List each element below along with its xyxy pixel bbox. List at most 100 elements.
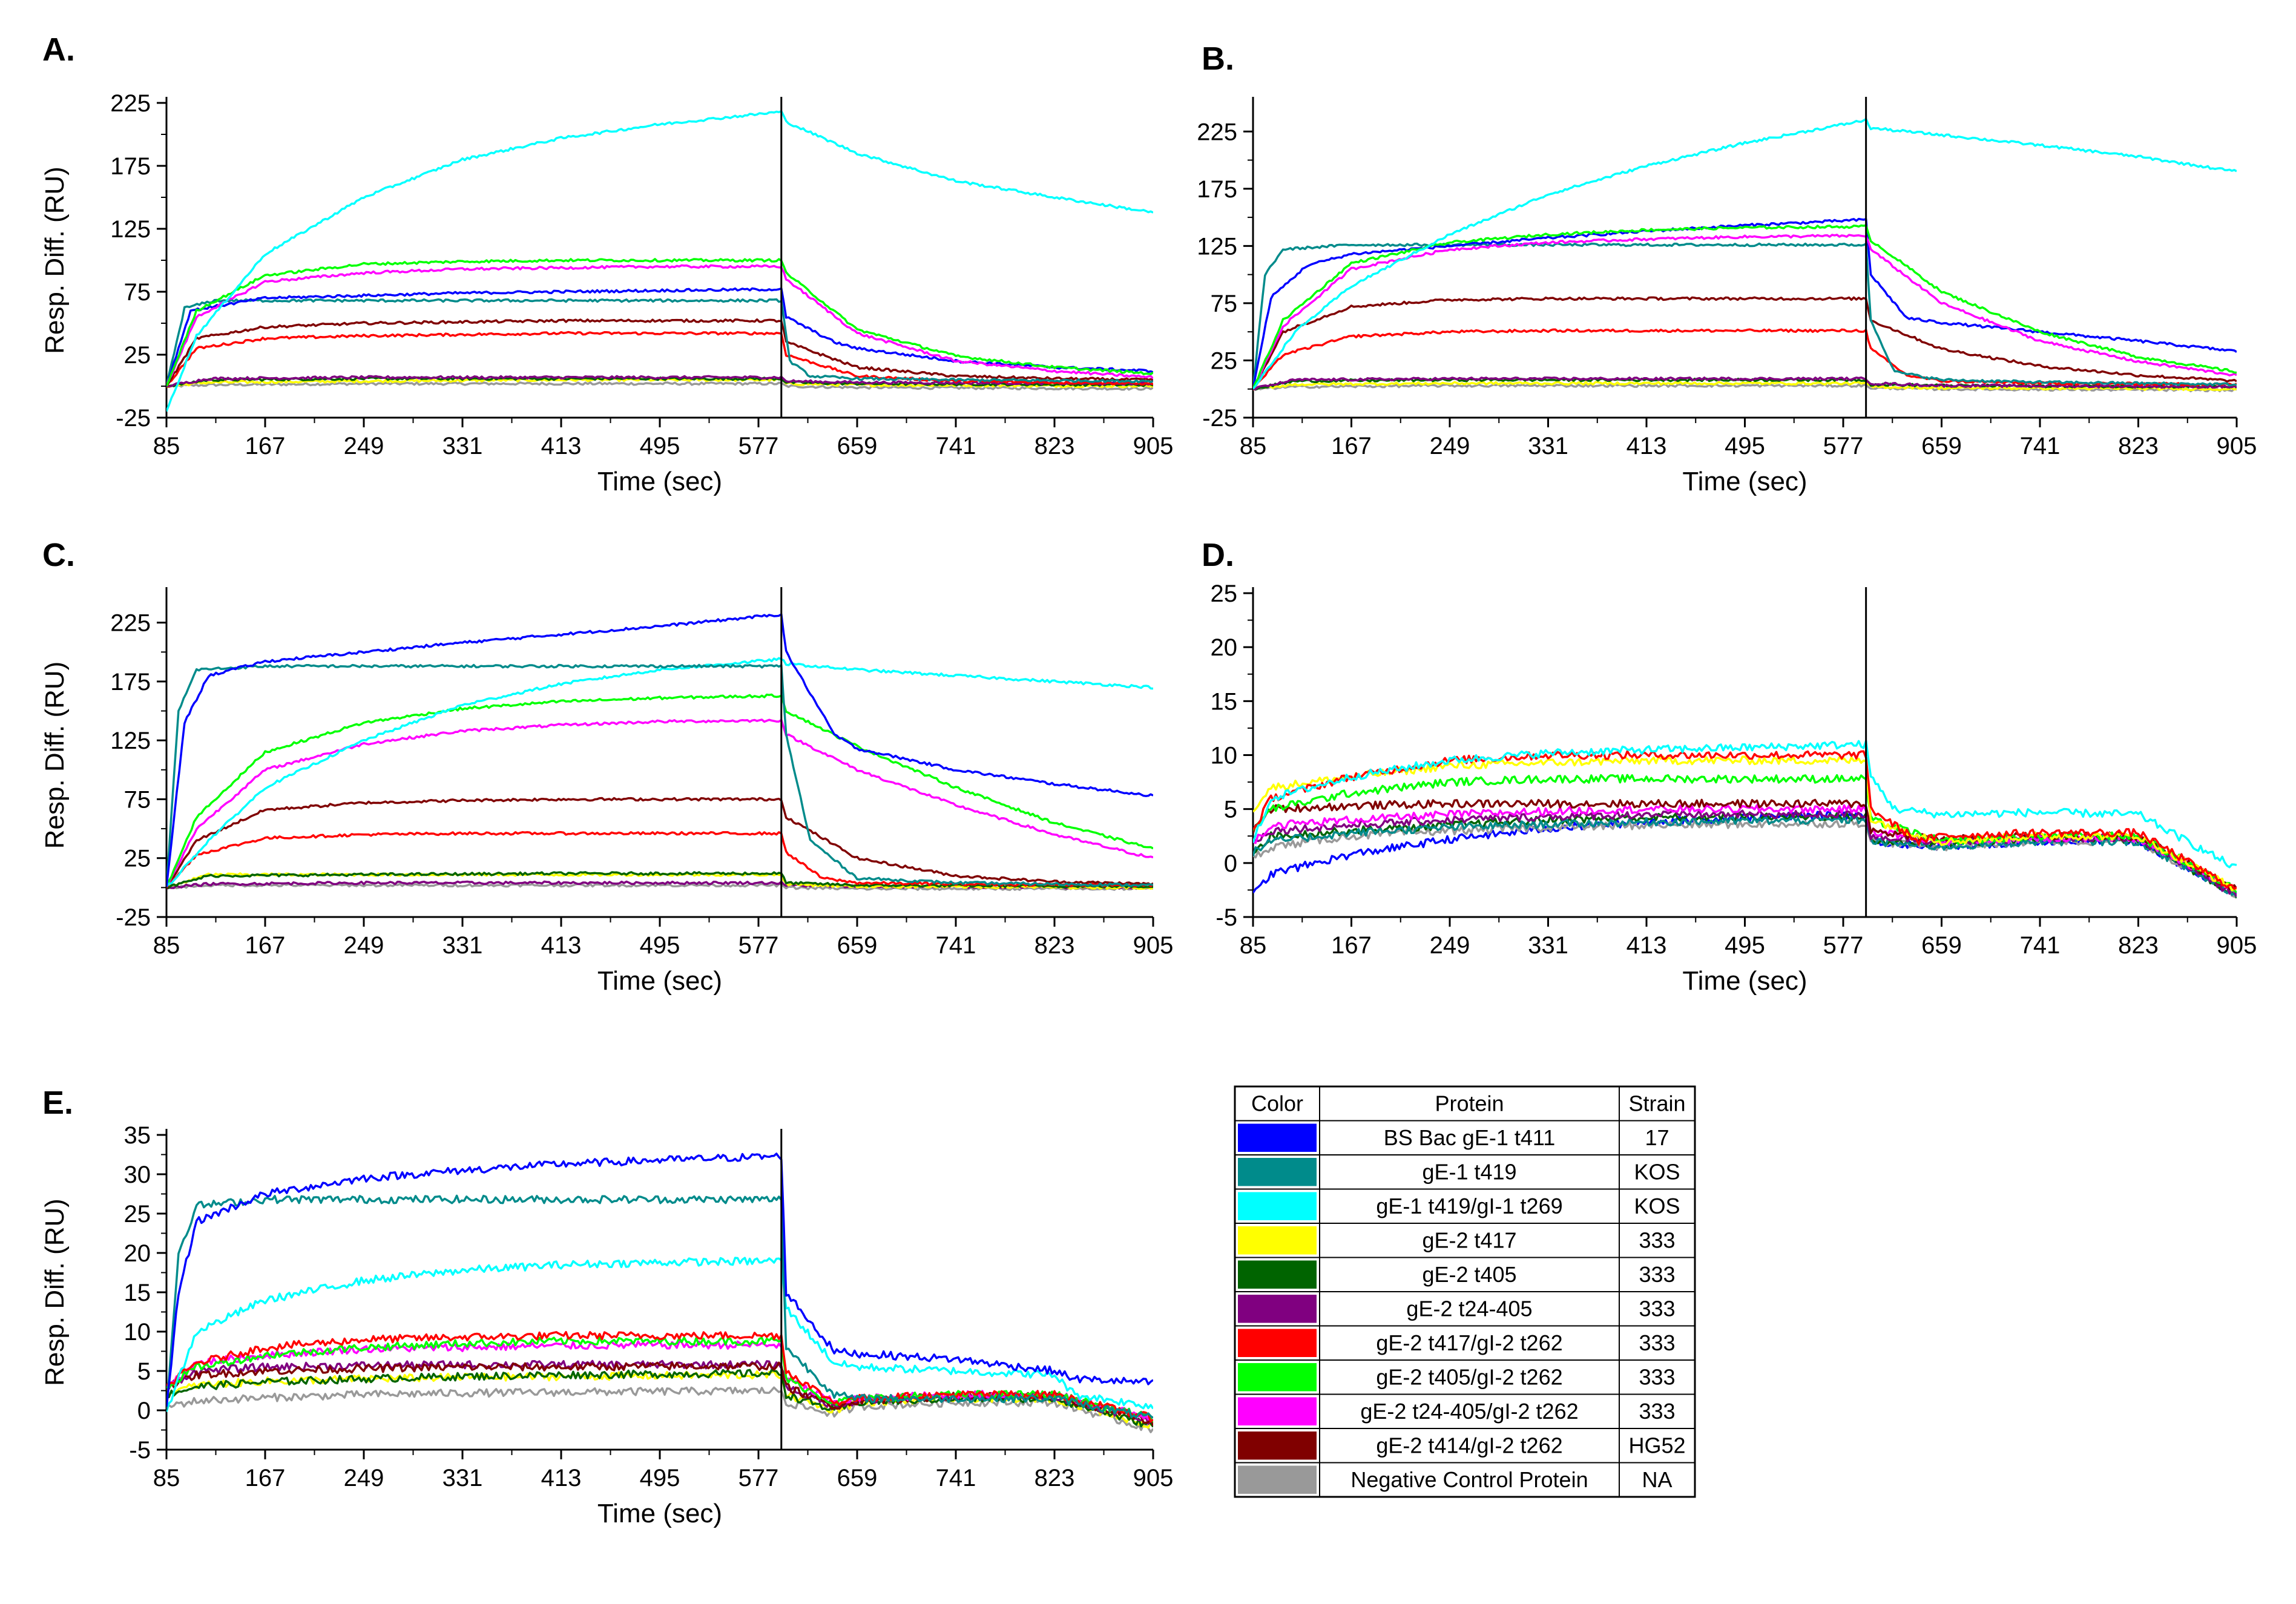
traces bbox=[1253, 740, 2237, 899]
x-tick-label: 577 bbox=[738, 932, 779, 959]
y-tick-label: 30 bbox=[124, 1162, 151, 1188]
y-tick-label: 225 bbox=[1197, 119, 1237, 145]
x-tick-label: 249 bbox=[344, 1465, 384, 1491]
legend-protein: gE-2 t417 bbox=[1422, 1228, 1516, 1253]
x-tick-label: 577 bbox=[1823, 433, 1864, 459]
y-tick-label: -5 bbox=[1215, 904, 1237, 931]
legend-protein: gE-2 t405/gI-2 t262 bbox=[1376, 1365, 1562, 1390]
x-tick-label: 823 bbox=[1035, 433, 1075, 459]
x-tick-label: 823 bbox=[2118, 433, 2159, 459]
legend-swatch-green bbox=[1238, 1363, 1317, 1392]
x-tick-label: 331 bbox=[1528, 932, 1568, 959]
y-tick-label: -25 bbox=[116, 904, 151, 931]
y-tick-label: -5 bbox=[129, 1437, 151, 1464]
legend-strain: 333 bbox=[1639, 1365, 1675, 1390]
x-tick-label: 905 bbox=[1133, 433, 1174, 459]
legend-strain: 333 bbox=[1639, 1262, 1675, 1287]
x-tick-label: 249 bbox=[344, 932, 384, 959]
y-tick-label: 175 bbox=[110, 153, 151, 180]
legend-swatch-darkgreen bbox=[1238, 1260, 1317, 1289]
trace-darkgreen bbox=[1253, 812, 2237, 899]
x-axis-title: Time (sec) bbox=[1682, 467, 1807, 496]
y-tick-label: 0 bbox=[137, 1398, 151, 1424]
y-tick-label: 75 bbox=[1211, 291, 1238, 317]
traces bbox=[166, 110, 1153, 412]
legend-strain: NA bbox=[1642, 1467, 1672, 1492]
traces bbox=[166, 1152, 1153, 1433]
x-tick-label: 659 bbox=[1921, 433, 1962, 459]
x-tick-label: 741 bbox=[2020, 433, 2061, 459]
trace-gray bbox=[166, 381, 1153, 391]
x-tick-label: 413 bbox=[541, 1465, 582, 1491]
y-tick-label: 15 bbox=[1211, 688, 1238, 715]
y-tick-label: 175 bbox=[110, 669, 151, 695]
x-tick-label: 167 bbox=[1331, 932, 1372, 959]
trace-red bbox=[166, 1330, 1153, 1423]
legend-swatch-yellow bbox=[1238, 1226, 1317, 1255]
y-tick-label: 225 bbox=[110, 90, 151, 117]
y-tick-label: 25 bbox=[124, 1201, 151, 1228]
trace-magenta bbox=[166, 264, 1153, 387]
x-tick-label: 741 bbox=[936, 1465, 976, 1491]
y-tick-label: 25 bbox=[1211, 580, 1238, 607]
x-tick-label: 85 bbox=[153, 433, 180, 459]
trace-purple bbox=[166, 375, 1153, 388]
trace-red bbox=[1253, 328, 2237, 390]
trace-teal bbox=[166, 663, 1153, 887]
trace-green bbox=[166, 258, 1153, 387]
legend-swatch-blue bbox=[1238, 1123, 1317, 1152]
trace-cyan bbox=[1253, 117, 2237, 390]
trace-maroon bbox=[166, 797, 1153, 889]
panel-2: B. 85 167 249 331 413 495 577 659 741 823 905 -25 25 7… bbox=[1197, 41, 2257, 496]
legend-swatch-teal bbox=[1238, 1158, 1317, 1186]
x-tick-label: 905 bbox=[1133, 1465, 1174, 1491]
trace-red bbox=[166, 830, 1153, 889]
trace-darkgreen bbox=[166, 871, 1153, 890]
y-tick-label: 25 bbox=[1211, 347, 1238, 374]
legend-strain: 17 bbox=[1645, 1125, 1669, 1150]
x-tick-label: 659 bbox=[1921, 932, 1962, 959]
y-tick-label: 15 bbox=[124, 1280, 151, 1306]
x-tick-label: 741 bbox=[2020, 932, 2061, 959]
x-tick-label: 905 bbox=[1133, 932, 1174, 959]
x-tick-label: 331 bbox=[442, 932, 483, 959]
x-tick-label: 577 bbox=[1823, 932, 1864, 959]
trace-purple bbox=[1253, 376, 2237, 391]
y-tick-label: 175 bbox=[1197, 176, 1237, 203]
x-tick-label: 413 bbox=[541, 433, 582, 459]
trace-cyan bbox=[166, 657, 1153, 887]
traces bbox=[1253, 117, 2237, 393]
legend-swatch-gray bbox=[1238, 1465, 1317, 1494]
x-tick-label: 659 bbox=[837, 1465, 878, 1491]
x-tick-label: 659 bbox=[837, 932, 878, 959]
trace-purple bbox=[1253, 809, 2237, 898]
x-tick-label: 741 bbox=[936, 433, 976, 459]
x-tick-label: 413 bbox=[541, 932, 582, 959]
y-tick-label: 35 bbox=[124, 1122, 151, 1149]
y-tick-label: 20 bbox=[1211, 634, 1238, 661]
trace-teal bbox=[1253, 242, 2237, 389]
legend-protein: gE-1 t419 bbox=[1422, 1160, 1516, 1185]
y-axis-title: Resp. Diff. (RU) bbox=[40, 166, 70, 354]
x-tick-label: 823 bbox=[2118, 932, 2159, 959]
x-tick-label: 823 bbox=[1035, 932, 1075, 959]
x-tick-label: 331 bbox=[1528, 433, 1568, 459]
x-tick-label: 495 bbox=[640, 1465, 680, 1491]
x-tick-label: 331 bbox=[442, 433, 483, 459]
y-tick-label: 125 bbox=[110, 216, 151, 243]
x-tick-label: 905 bbox=[2217, 932, 2257, 959]
trace-cyan bbox=[1253, 740, 2237, 869]
y-tick-label: 5 bbox=[137, 1358, 151, 1385]
y-tick-label: -25 bbox=[1202, 405, 1237, 432]
trace-teal bbox=[1253, 815, 2237, 898]
trace-maroon bbox=[1253, 798, 2237, 890]
x-tick-label: 741 bbox=[936, 932, 976, 959]
legend-strain: 333 bbox=[1639, 1399, 1675, 1424]
legend-header: Color bbox=[1251, 1091, 1303, 1116]
panel-letter: A. bbox=[42, 31, 75, 68]
x-tick-label: 85 bbox=[1240, 932, 1267, 959]
panel-letter: E. bbox=[42, 1085, 73, 1121]
trace-blue bbox=[166, 613, 1153, 887]
trace-maroon bbox=[166, 318, 1153, 386]
